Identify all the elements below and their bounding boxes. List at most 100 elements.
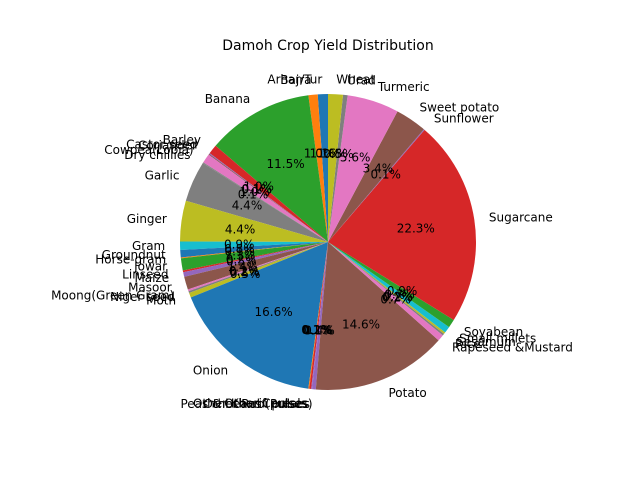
pie-percent-wheat: 1.6% — [317, 146, 348, 160]
pie-slice-horse-gram — [180, 242, 328, 259]
pie-percent-maize: 0.5% — [226, 255, 257, 269]
pie-percent-onion: 16.6% — [254, 305, 292, 319]
pie-label-sweet-potato: Sweet potato — [419, 100, 499, 114]
pie-slice-bajra — [308, 94, 328, 242]
pie-percent-soyabean: 0.9% — [387, 284, 418, 298]
pie-label-sesamum: Sesamum — [456, 335, 516, 349]
pie-slice-moth — [189, 242, 328, 298]
pie-slice-onion — [190, 242, 328, 389]
pie-percent-potato: 14.6% — [342, 317, 380, 331]
pie-label-ginger: Ginger — [127, 212, 167, 226]
pie-label-gram: Gram — [132, 239, 165, 253]
pie-slice-other-cereals — [308, 242, 328, 389]
pie-slice-niger-seed — [188, 242, 328, 294]
pie-percent-moth: 0.5% — [230, 267, 261, 281]
pie-label-potato: Potato — [389, 386, 427, 400]
pie-slice-gram — [179, 241, 328, 250]
pie-percent-sweet-potato: 3.4% — [363, 162, 394, 176]
pie-slice-groundnut — [180, 242, 328, 258]
pie-label-peas-beans-pulses: Peas & beans (Pulses) — [180, 397, 312, 411]
pie-percent-banana: 11.5% — [267, 157, 305, 171]
pie-label-sugarcane: Sugarcane — [489, 210, 553, 224]
pie-slice-ginger — [180, 200, 328, 242]
pie-slice-sugarcane — [328, 129, 477, 321]
pie-percent-linseed: 0.2% — [226, 253, 257, 267]
pie-percent-niger-seed: 0.2% — [229, 265, 260, 279]
pie-percent-sunflower: 0.1% — [370, 168, 401, 182]
pie-label-rice: Rice — [455, 337, 481, 351]
pie-label-cowpea-lobia: Cowpea(Lobia) — [104, 143, 193, 157]
pie-label-garlic: Garlic — [145, 168, 180, 182]
pie-slice-small-millets — [328, 242, 450, 333]
pie-label-niger-seed: Niger seed — [110, 290, 175, 304]
pie-percent-other-rabi-pulses: 0.1% — [303, 323, 334, 337]
pie-label-sunflower: Sunflower — [434, 111, 494, 125]
pie-slice-jowar — [180, 242, 328, 271]
pie-percent-small-millets: 0.7% — [384, 288, 415, 302]
pie-percent-castor-seed: 0.1% — [242, 182, 273, 196]
pie-slice-soyabean — [328, 242, 454, 328]
pie-slice-castor-seed — [209, 153, 328, 242]
pie-label-linseed: Linseed — [122, 267, 168, 281]
pie-percent-barley: 1.0% — [243, 179, 274, 193]
pie-percent-horse-gram: 0.1% — [224, 245, 255, 259]
pie-label-bajra: Bajra — [280, 73, 311, 87]
pie-percent-sugarcane: 22.3% — [397, 222, 435, 236]
pie-percent-cowpea-lobia: 1.0% — [239, 185, 270, 199]
pie-label-soyabean: Soyabean — [464, 325, 523, 339]
pie-slice-banana — [215, 95, 328, 242]
pie-percent-bajra: 1.0% — [304, 147, 335, 161]
pie-slice-dry-chillies — [202, 162, 328, 242]
pie-slice-sweet-potato — [328, 111, 424, 242]
pie-label-castor-seed: Castor seed — [126, 138, 197, 152]
pie-slice-rice — [328, 242, 445, 336]
pie-percent-arhar-tur: 1.1% — [310, 146, 341, 160]
pie-slice-moong-green-gram — [187, 242, 328, 292]
pie-slice-wheat — [328, 93, 343, 242]
pie-label-jowar: Jowar — [133, 260, 167, 274]
pie-label-banana: Banana — [205, 92, 251, 106]
pie-percent-garlic: 4.4% — [232, 199, 263, 213]
pie-percent-other-kharif-pulses: 0.2% — [302, 323, 333, 337]
pie-percent-sesamum: 0.2% — [383, 290, 414, 304]
pie-slice-cowpea-lobia — [203, 154, 328, 242]
pie-slice-sesamum — [328, 242, 446, 334]
pie-percent-rice: 0.2% — [382, 291, 413, 305]
pie-label-onion: Onion — [193, 364, 228, 378]
pie-slice-garlic — [185, 163, 328, 242]
pie-label-other-cereals: Other Cereals — [224, 396, 307, 410]
pie-label-dry-chillies: Dry chillies — [124, 148, 190, 162]
pie-label-other-kharif-pulses: Other Kharif pulses — [193, 397, 308, 411]
pie-percent-masoor: 1.4% — [227, 260, 258, 274]
pie-percent-peas-beans-pulses: 0.4% — [304, 323, 335, 337]
pie-slice-potato — [315, 242, 439, 391]
pie-slice-linseed — [182, 242, 328, 273]
pie-slice-urad — [328, 94, 348, 242]
pie-percent-groundnut: 0.8% — [224, 242, 255, 256]
pie-percent-rapeseed-mustard: 0.7% — [380, 293, 411, 307]
pie-label-small-millets: Small millets — [459, 332, 536, 346]
pie-label-horse-gram: Horse-gram — [95, 253, 166, 267]
pie-percent-labels: 1.1%1.0%11.5%1.0%0.1%0.1%1.0%0.1%4.4%4.4… — [224, 146, 435, 337]
pie-percent-jowar: 1.3% — [225, 248, 256, 262]
pie-percent-ginger: 4.4% — [225, 222, 256, 236]
pie-label-maize: Maize — [134, 271, 169, 285]
pie-percent-turmeric: 5.6% — [340, 150, 371, 164]
pie-slice-peas-beans-pulses — [312, 242, 328, 390]
pie-percent-urad: 0.5% — [323, 147, 354, 161]
pie-label-moth: Moth — [146, 294, 176, 308]
pie-slice-coriander — [208, 153, 328, 242]
pie-label-masoor: Masoor — [128, 280, 172, 294]
pie-percent-moong-green-gram: 0.2% — [229, 264, 260, 278]
pie-percent-dry-chillies: 0.1% — [238, 187, 269, 201]
pie-slice-arhar-tur — [317, 93, 328, 242]
pie-label-moong-green-gram: Moong(Green Gram) — [51, 288, 174, 302]
pie-label-other-rabi-pulses: Other Rabi pulses — [203, 397, 310, 411]
pie-slice-other-rabi-pulses — [311, 242, 328, 390]
pie-label-groundnut: Groundnut — [102, 248, 166, 262]
pie-label-arhar-tur: Arhar/Tur — [267, 72, 322, 86]
pie-label-rapeseed-mustard: Rapeseed &Mustard — [452, 340, 573, 354]
pie-label-urad: Urad — [347, 73, 376, 87]
